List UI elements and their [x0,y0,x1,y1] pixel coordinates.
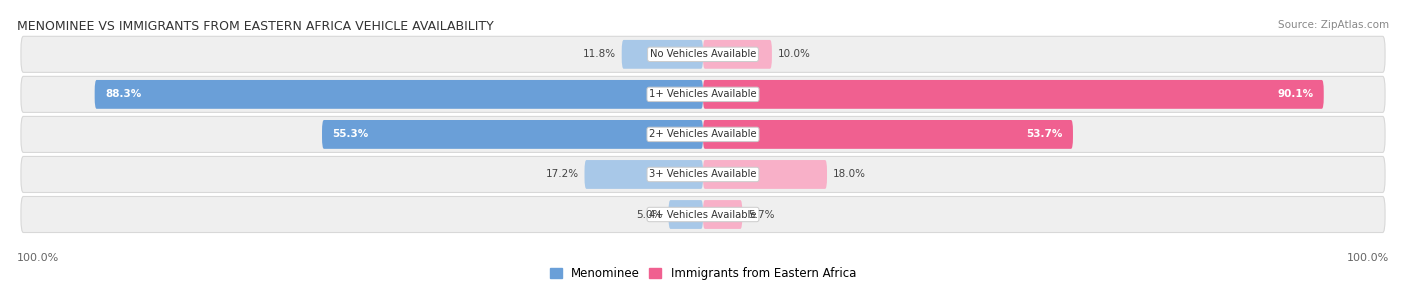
Text: 88.3%: 88.3% [105,90,141,99]
Text: No Vehicles Available: No Vehicles Available [650,49,756,59]
FancyBboxPatch shape [585,160,703,189]
FancyBboxPatch shape [703,200,742,229]
Text: 53.7%: 53.7% [1026,130,1063,139]
FancyBboxPatch shape [703,80,1323,109]
FancyBboxPatch shape [703,120,1073,149]
Text: 55.3%: 55.3% [332,130,368,139]
Legend: Menominee, Immigrants from Eastern Africa: Menominee, Immigrants from Eastern Afric… [546,262,860,285]
Text: Source: ZipAtlas.com: Source: ZipAtlas.com [1278,20,1389,30]
Text: 100.0%: 100.0% [1347,253,1389,263]
Text: 17.2%: 17.2% [546,170,579,179]
Text: 1+ Vehicles Available: 1+ Vehicles Available [650,90,756,99]
Text: 5.7%: 5.7% [748,210,775,219]
FancyBboxPatch shape [21,196,1385,233]
FancyBboxPatch shape [621,40,703,69]
Text: MENOMINEE VS IMMIGRANTS FROM EASTERN AFRICA VEHICLE AVAILABILITY: MENOMINEE VS IMMIGRANTS FROM EASTERN AFR… [17,20,494,33]
Text: 3+ Vehicles Available: 3+ Vehicles Available [650,170,756,179]
Text: 5.0%: 5.0% [637,210,664,219]
Text: 10.0%: 10.0% [778,49,810,59]
FancyBboxPatch shape [21,76,1385,112]
Text: 4+ Vehicles Available: 4+ Vehicles Available [650,210,756,219]
FancyBboxPatch shape [21,36,1385,72]
Text: 2+ Vehicles Available: 2+ Vehicles Available [650,130,756,139]
FancyBboxPatch shape [322,120,703,149]
FancyBboxPatch shape [94,80,703,109]
Text: 18.0%: 18.0% [832,170,866,179]
Text: 100.0%: 100.0% [17,253,59,263]
FancyBboxPatch shape [21,156,1385,192]
Text: 90.1%: 90.1% [1277,90,1313,99]
FancyBboxPatch shape [703,160,827,189]
Text: 11.8%: 11.8% [583,49,616,59]
FancyBboxPatch shape [21,116,1385,152]
FancyBboxPatch shape [703,40,772,69]
FancyBboxPatch shape [669,200,703,229]
